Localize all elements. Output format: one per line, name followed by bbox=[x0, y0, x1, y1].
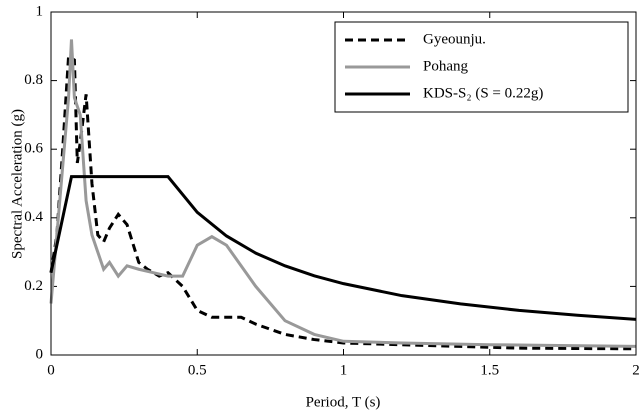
series-line bbox=[49, 175, 637, 321]
x-axis-label: Period, T (s) bbox=[306, 394, 381, 410]
y-tick-label: 0 bbox=[36, 346, 44, 362]
x-tick-label: 1 bbox=[340, 362, 348, 378]
plot-frame bbox=[50, 11, 637, 356]
x-tick-label: 2 bbox=[632, 362, 640, 378]
legend-label: Gyeounju. bbox=[423, 31, 486, 47]
y-tick-label: 0.8 bbox=[24, 72, 43, 88]
legend-label: KDS-S₂ (S = 0.22g) bbox=[423, 85, 543, 101]
x-tick-label: 0.5 bbox=[188, 362, 207, 378]
y-tick-label: 1 bbox=[36, 3, 44, 19]
legend-label: Pohang bbox=[423, 58, 469, 74]
y-tick-label: 0.4 bbox=[24, 209, 43, 225]
y-axis-label: Spectral Acceleration (g) bbox=[9, 109, 25, 259]
series-line bbox=[49, 39, 637, 348]
series-line bbox=[49, 54, 637, 351]
y-tick-label: 0.2 bbox=[24, 278, 43, 294]
x-tick-label: 0 bbox=[47, 362, 55, 378]
x-tick-label: 1.5 bbox=[480, 362, 499, 378]
y-tick-label: 0.6 bbox=[24, 141, 43, 157]
